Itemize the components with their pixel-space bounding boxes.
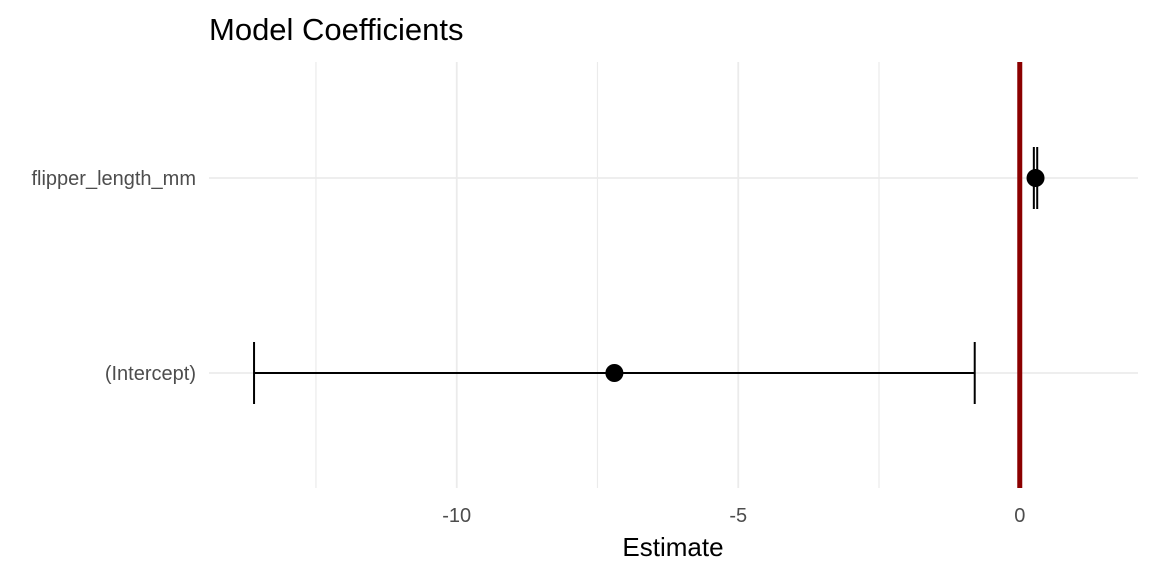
marks-layer (253, 147, 1045, 404)
x-axis-label: Estimate (622, 532, 723, 562)
estimate-point (605, 364, 624, 382)
y-tick-labels: flipper_length_mm (Intercept) (31, 168, 196, 385)
estimate-point (1026, 169, 1045, 187)
chart-title: Model Coefficients (209, 12, 463, 47)
x-tick-label: -10 (442, 505, 471, 527)
x-tick-label: 0 (1014, 505, 1025, 527)
x-tick-labels: -10 -5 0 (442, 505, 1025, 527)
y-tick-label: (Intercept) (105, 363, 196, 385)
x-tick-label: -5 (729, 505, 747, 527)
y-tick-label: flipper_length_mm (31, 168, 196, 190)
